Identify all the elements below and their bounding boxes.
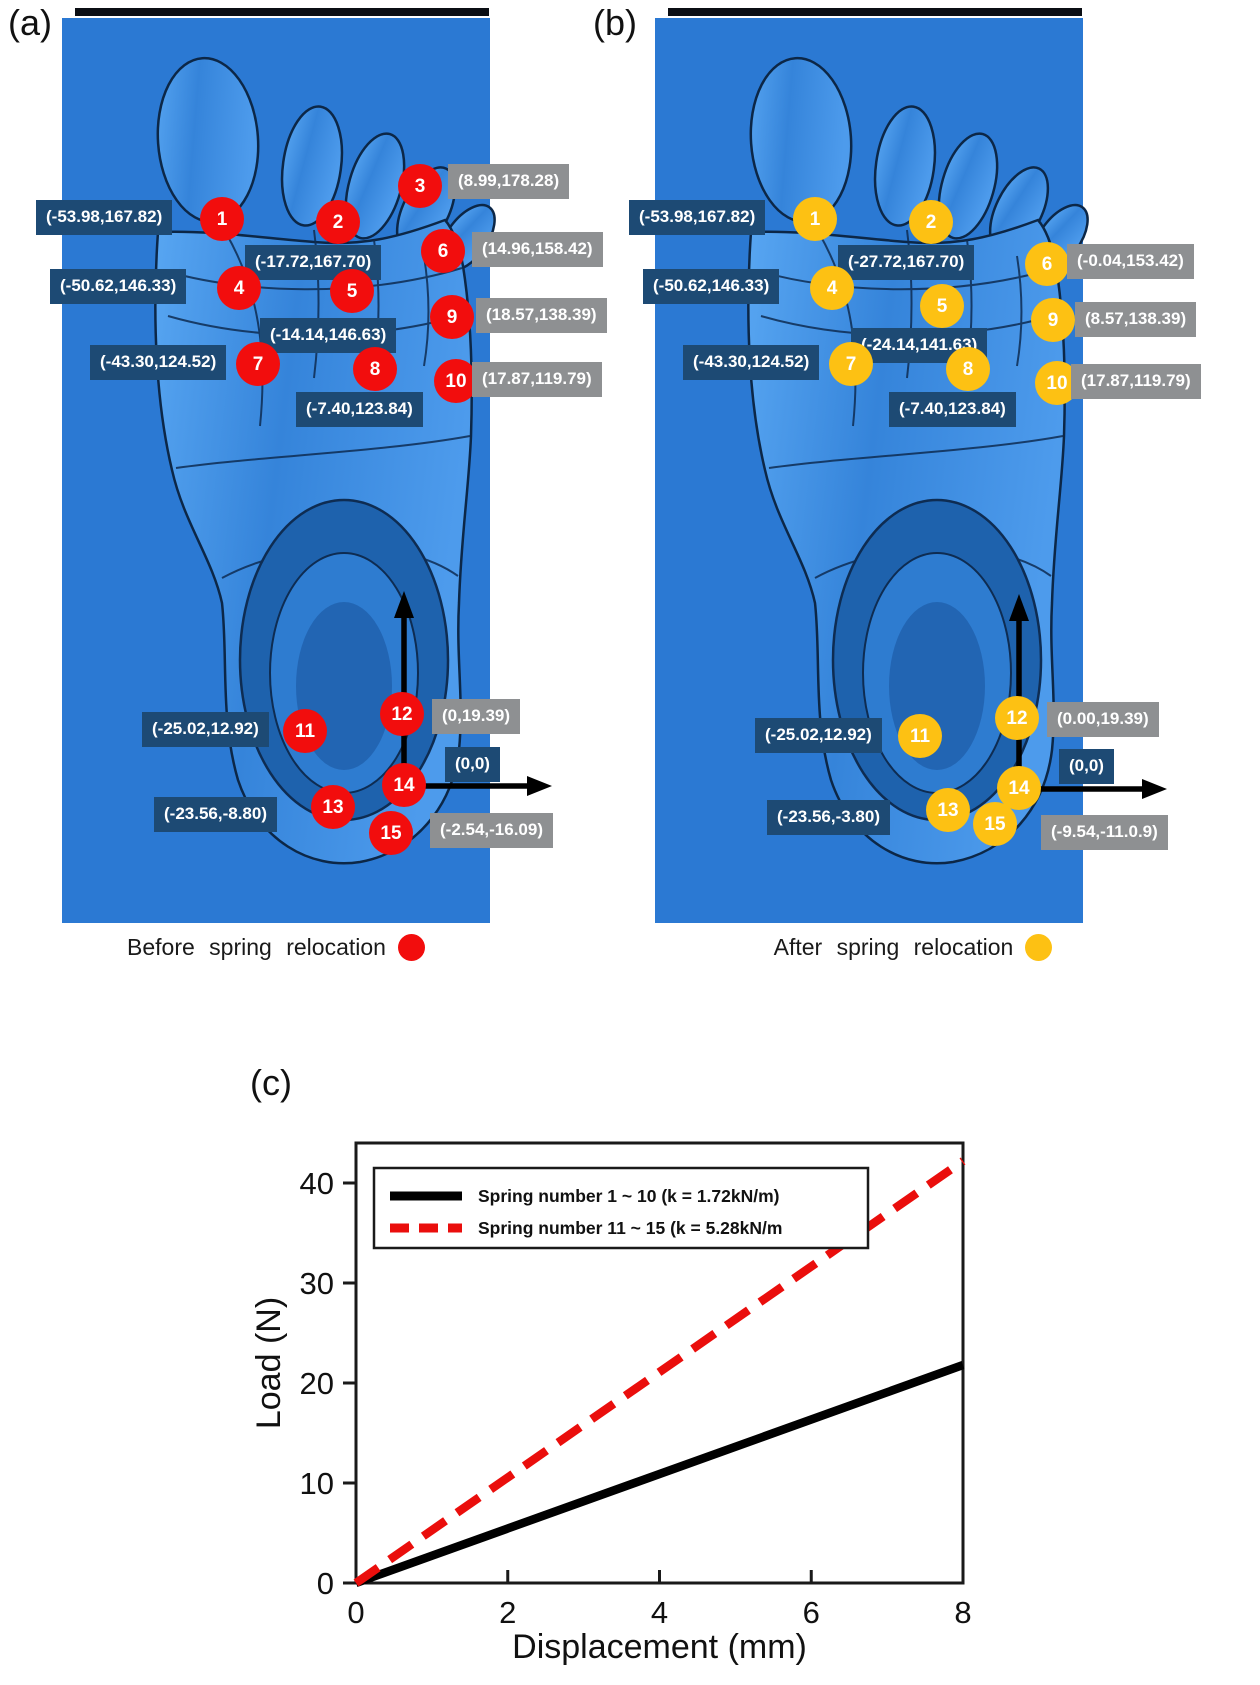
- spring-point-7: 7: [829, 342, 873, 386]
- spring-point-14: 14: [997, 766, 1041, 810]
- panel-b-label: (b): [593, 2, 637, 43]
- legend-label-1: Spring number 1 ~ 10 (k = 1.72kN/m): [478, 1186, 780, 1206]
- panel-a-caption: Before spring relocation: [62, 934, 490, 961]
- y-tick-label: 10: [300, 1466, 334, 1501]
- y-tick-label: 40: [300, 1166, 334, 1201]
- spring-point-12: 12: [995, 696, 1039, 740]
- spring-point-11: 11: [898, 714, 942, 758]
- spring-point-13: 13: [926, 788, 970, 832]
- panel-a-label: (a): [8, 2, 52, 43]
- coord-label-5: (-14.14,146.63): [260, 318, 397, 353]
- x-tick-label: 0: [347, 1595, 364, 1630]
- coord-label-4: (-50.62,146.33): [643, 269, 780, 304]
- panel-c-label: (c): [250, 1062, 292, 1103]
- spring-point-14: 14: [382, 763, 426, 807]
- coord-label-4: (-50.62,146.33): [50, 269, 187, 304]
- spring-point-12: 12: [380, 692, 424, 736]
- coord-label-1: (-53.98,167.82): [36, 200, 173, 235]
- panel-b-canvas: 1 (-53.98,167.82) 2 (-27.72,167.70) 4 (-50.62…: [629, 18, 1201, 923]
- panel-b-caption: After spring relocation: [678, 934, 1148, 961]
- legend-label-2: Spring number 11 ~ 15 (k = 5.28kN/m: [478, 1218, 782, 1238]
- panel-a-top-bar: [75, 8, 489, 16]
- coord-label-15: (-9.54,-11.0.9): [1041, 815, 1168, 850]
- spring-point-4: 4: [217, 266, 261, 310]
- coord-label-1: (-53.98,167.82): [629, 200, 766, 235]
- spring-point-1: 1: [793, 197, 837, 241]
- coord-label-7: (-43.30,124.52): [90, 345, 227, 380]
- coord-label-3: (8.99,178.28): [448, 164, 570, 199]
- coord-label-14: (0,0): [445, 747, 500, 782]
- spring-point-11: 11: [283, 709, 327, 753]
- coord-label-9: (8.57,138.39): [1075, 302, 1197, 337]
- coord-label-7: (-43.30,124.52): [683, 345, 820, 380]
- coord-label-14: (0,0): [1059, 749, 1114, 784]
- y-axis-label: Load (N): [250, 1297, 288, 1429]
- spring-point-8: 8: [353, 347, 397, 391]
- spring-point-4: 4: [810, 266, 854, 310]
- panel-b-caption-text: After spring relocation: [773, 934, 1014, 960]
- spring-point-3: 3: [398, 164, 442, 208]
- legend-box: [372, 1166, 870, 1250]
- panel-b-top-bar: [668, 8, 1082, 16]
- coord-label-10: (17.87,119.79): [1071, 364, 1201, 399]
- spring-point-6: 6: [421, 229, 465, 273]
- y-tick-label: 30: [300, 1266, 334, 1301]
- spring-point-10: 10: [434, 359, 478, 403]
- load-displacement-chart: 0 2 4 6 8 0 10 20 30 40 Spring number 1 ~ 10 (k = …: [250, 1141, 972, 1666]
- coord-label-11: (-25.02,12.92): [142, 712, 269, 747]
- coord-label-6: (-0.04,153.42): [1067, 244, 1194, 279]
- x-tick-label: 2: [499, 1595, 516, 1630]
- spring-point-5: 5: [920, 284, 964, 328]
- spring-point-2: 2: [909, 200, 953, 244]
- spring-point-5: 5: [330, 269, 374, 313]
- before-spring-dot-icon: [397, 934, 425, 961]
- spring-point-8: 8: [946, 347, 990, 391]
- coord-label-8: (-7.40,123.84): [296, 392, 423, 427]
- coord-label-13: (-23.56,-3.80): [767, 800, 890, 835]
- spring-point-9: 9: [430, 295, 474, 339]
- spring-point-15: 15: [369, 811, 413, 855]
- x-tick-label: 4: [651, 1595, 668, 1630]
- panel-a-canvas: 1 (-53.98,167.82) 2 (-17.72,167.70) 3 (8.99,1…: [36, 18, 607, 923]
- coord-label-11: (-25.02,12.92): [755, 718, 882, 753]
- coord-label-13: (-23.56,-8.80): [154, 797, 277, 832]
- spring-point-1: 1: [200, 197, 244, 241]
- x-tick-label: 6: [803, 1595, 820, 1630]
- coord-label-12: (0,19.39): [432, 699, 521, 734]
- spring-point-6: 6: [1025, 242, 1069, 286]
- coord-label-2: (-27.72,167.70): [838, 245, 975, 280]
- x-tick-label: 8: [954, 1595, 971, 1630]
- y-tick-label: 0: [317, 1566, 334, 1601]
- coord-label-6: (14.96,158.42): [472, 232, 603, 267]
- spring-point-2: 2: [316, 200, 360, 244]
- y-tick-label: 20: [300, 1366, 334, 1401]
- spring-point-15: 15: [973, 802, 1017, 846]
- coord-label-8: (-7.40,123.84): [889, 392, 1016, 427]
- spring-point-13: 13: [311, 785, 355, 829]
- x-axis-label: Displacement (mm): [512, 1628, 807, 1666]
- after-spring-dot-icon: [1025, 934, 1053, 961]
- coord-label-9: (18.57,138.39): [476, 298, 607, 333]
- panel-a-caption-text: Before spring relocation: [127, 934, 386, 960]
- spring-point-7: 7: [236, 342, 280, 386]
- coord-label-10: (17.87,119.79): [472, 362, 602, 397]
- coord-label-12: (0.00,19.39): [1047, 702, 1159, 737]
- series-line-1: [354, 1361, 965, 1587]
- spring-point-9: 9: [1031, 298, 1075, 342]
- coord-label-15: (-2.54,-16.09): [430, 813, 553, 848]
